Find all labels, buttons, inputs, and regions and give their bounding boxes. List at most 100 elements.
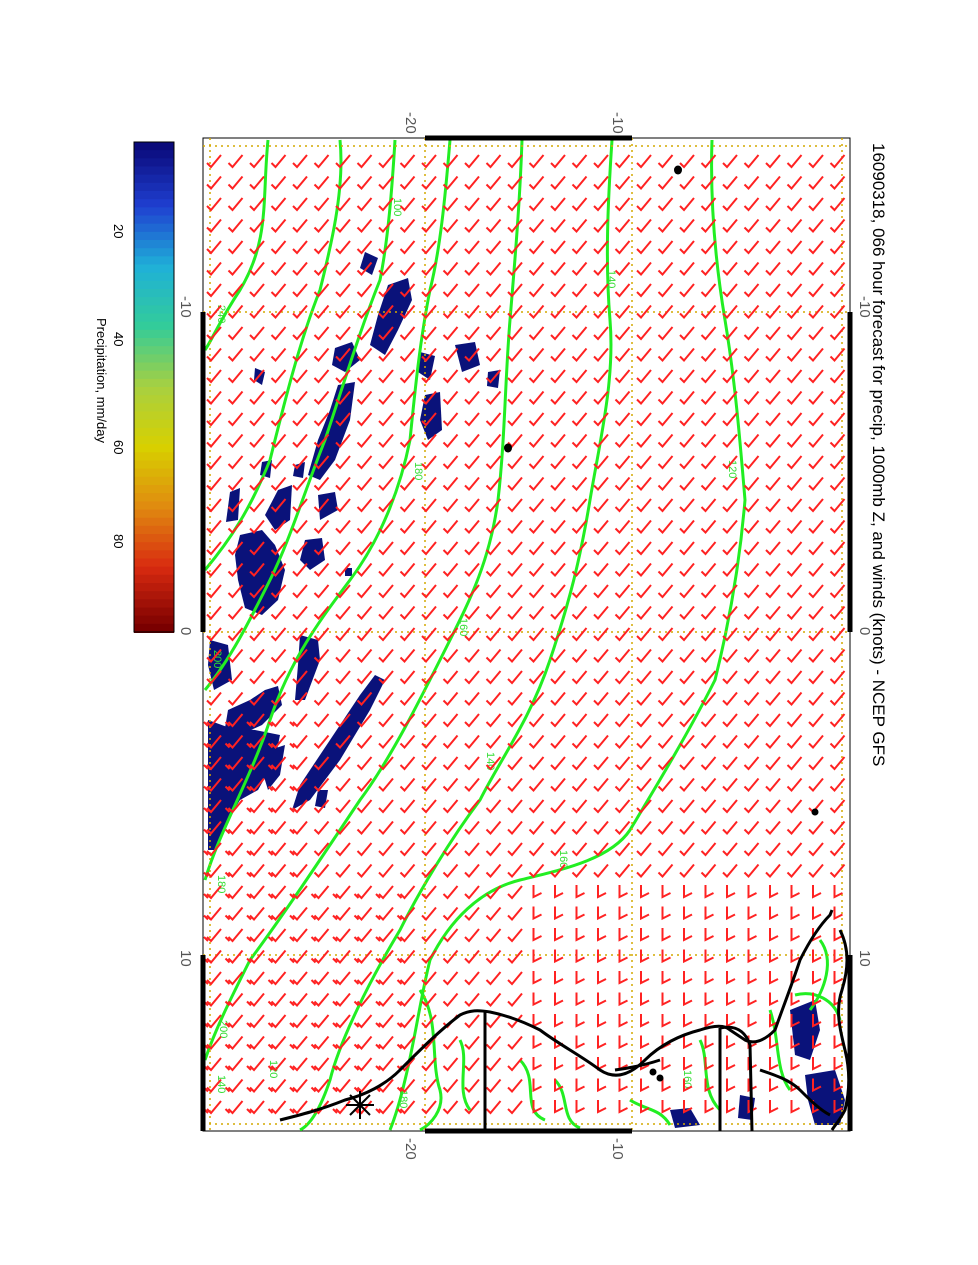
wind-barb — [313, 326, 330, 341]
wind-barb — [575, 1057, 585, 1071]
wind-barb — [206, 326, 222, 341]
wind-barb — [765, 347, 781, 362]
wind-barb — [421, 369, 437, 384]
wind-barb — [640, 949, 650, 964]
wind-barb — [206, 390, 222, 405]
wind-barb — [528, 261, 545, 276]
colorbar-segment — [134, 338, 174, 348]
wind-barb — [227, 562, 244, 577]
wind-barb — [356, 777, 373, 792]
wind-barb — [700, 197, 717, 212]
wind-barb — [726, 885, 736, 899]
wind-barb — [528, 691, 545, 706]
wind-barb — [571, 734, 588, 749]
wind-barb — [356, 283, 373, 298]
wind-barb — [597, 992, 607, 1007]
wind-barb — [206, 498, 222, 513]
wind-barb — [593, 412, 609, 427]
colorbar-segment — [134, 207, 174, 217]
wind-barb — [786, 498, 803, 513]
wind-barb — [657, 261, 674, 276]
wind-barb — [657, 390, 674, 405]
wind-barb — [399, 820, 416, 835]
wind-barb — [507, 476, 523, 491]
wind-barb — [356, 670, 373, 685]
wind-barb — [550, 283, 566, 298]
wind-barb — [356, 218, 373, 233]
wind-barb — [765, 283, 781, 298]
wind-barb — [722, 541, 738, 556]
wind-barb — [679, 175, 695, 190]
wind-barb — [464, 1078, 480, 1093]
wind-barb — [464, 412, 480, 427]
wind-barb — [442, 971, 459, 986]
wind-barb — [442, 390, 459, 405]
wind-barb — [421, 175, 437, 190]
wind-barb — [507, 1057, 523, 1072]
wind-barb — [571, 326, 588, 341]
wind-barb — [464, 347, 480, 362]
wind-barb — [227, 691, 244, 706]
wind-barb — [593, 240, 609, 255]
wind-barb — [743, 863, 760, 878]
wind-barb — [464, 218, 480, 233]
wind-barb — [657, 498, 674, 513]
wind-barb — [206, 304, 222, 319]
wind-barb — [335, 218, 351, 233]
wind-barb — [206, 562, 222, 577]
colorbar-segment — [134, 419, 174, 429]
wind-barb — [378, 304, 394, 319]
wind-barb — [203, 777, 222, 792]
wind-barb — [700, 498, 717, 513]
wind-barb — [270, 562, 287, 577]
colorbar-segment — [134, 256, 174, 266]
wind-barb — [227, 648, 244, 663]
wind-barb — [335, 476, 351, 491]
wind-barb — [246, 734, 265, 749]
wind-barb — [808, 326, 824, 341]
wind-barb — [833, 1035, 843, 1050]
colorbar-segment — [134, 615, 174, 625]
wind-barb — [700, 261, 717, 276]
wind-barb — [550, 519, 566, 534]
wind-barb — [292, 455, 308, 470]
wind-barb — [829, 154, 846, 169]
wind-barb — [829, 347, 846, 362]
wind-barb — [640, 992, 650, 1007]
wind-barb — [485, 605, 502, 620]
wind-barb — [227, 541, 244, 556]
wind-barb — [765, 541, 781, 556]
wind-barb — [743, 476, 760, 491]
wind-barb — [507, 541, 523, 556]
wind-barb — [829, 627, 846, 642]
lat-tick-top-neg10: -10 — [609, 112, 626, 134]
wind-barb — [378, 670, 394, 685]
wind-barb — [313, 863, 330, 878]
wind-barb — [464, 820, 480, 835]
wind-barb — [683, 1057, 693, 1071]
wind-barb — [507, 347, 523, 362]
wind-barb — [722, 369, 738, 384]
wind-barb — [747, 928, 757, 942]
wind-barb — [640, 1035, 650, 1050]
wind-barb — [442, 992, 459, 1007]
wind-barb — [593, 347, 609, 362]
wind-barb — [683, 992, 693, 1007]
wind-barb — [528, 347, 545, 362]
wind-barb — [618, 992, 628, 1007]
wind-barb — [726, 928, 736, 942]
wind-barb — [722, 197, 738, 212]
wind-barb — [421, 648, 437, 663]
wind-barb — [571, 842, 588, 857]
wind-barb — [267, 928, 287, 943]
wind-barb — [289, 756, 308, 771]
wind-barb — [700, 175, 717, 190]
wind-barb — [636, 820, 652, 835]
wind-barb — [614, 863, 631, 878]
wind-barb — [421, 584, 437, 599]
wind-barb — [292, 218, 308, 233]
wind-barb — [421, 906, 437, 921]
wind-barb — [722, 412, 738, 427]
colorbar-segment — [134, 411, 174, 421]
wind-barb — [636, 240, 652, 255]
